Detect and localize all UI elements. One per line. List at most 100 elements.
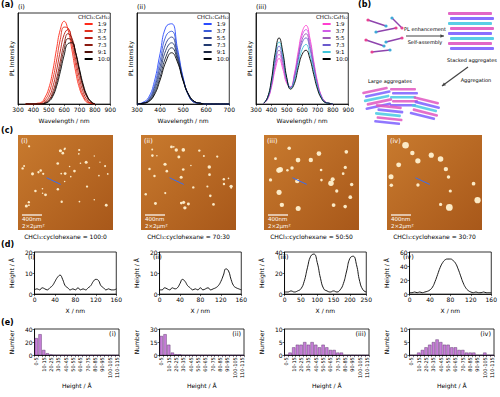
svg-text:40: 40 — [426, 296, 434, 303]
svg-text:(iii): (iii) — [356, 330, 367, 338]
svg-text:30-35: 30-35 — [430, 357, 436, 372]
svg-text:9:1: 9:1 — [336, 49, 345, 55]
svg-text:500: 500 — [281, 106, 293, 113]
svg-text:Height / Å: Height / Å — [437, 382, 468, 390]
svg-text:9:1: 9:1 — [217, 49, 226, 55]
svg-text:10-15: 10-15 — [291, 357, 297, 372]
svg-text:300: 300 — [131, 106, 143, 113]
svg-text:2×2μm²: 2×2μm² — [391, 223, 414, 230]
svg-text:700: 700 — [74, 106, 86, 113]
svg-text:30: 30 — [150, 326, 158, 333]
svg-text:CHCl₃:C₆H₁₂: CHCl₃:C₆H₁₂ — [316, 14, 348, 20]
svg-text:(i): (i) — [21, 137, 28, 145]
svg-text:60-65: 60-65 — [452, 357, 458, 372]
svg-text:110-115: 110-115 — [114, 357, 120, 378]
svg-text:500: 500 — [177, 106, 189, 113]
svg-text:(iv): (iv) — [480, 330, 491, 338]
svg-text:10-15: 10-15 — [166, 357, 172, 372]
svg-text:900: 900 — [105, 106, 117, 113]
svg-text:Self-assembly: Self-assembly — [408, 39, 443, 46]
svg-text:0: 0 — [279, 352, 283, 359]
svg-text:(ii): (ii) — [144, 137, 153, 145]
svg-text:700: 700 — [312, 106, 324, 113]
svg-text:(iii): (iii) — [256, 3, 267, 11]
svg-text:20-25: 20-25 — [423, 357, 429, 372]
svg-text:300: 300 — [12, 106, 24, 113]
svg-text:Height / Å: Height / Å — [62, 382, 93, 390]
svg-text:80-85: 80-85 — [467, 357, 473, 372]
svg-text:40-45: 40-45 — [313, 357, 319, 372]
svg-text:1:9: 1:9 — [336, 21, 345, 27]
svg-text:Number: Number — [8, 330, 15, 355]
svg-text:0: 0 — [283, 296, 287, 303]
svg-text:50-55: 50-55 — [445, 357, 451, 372]
svg-text:60-65: 60-65 — [202, 357, 208, 372]
svg-text:250: 250 — [361, 296, 373, 303]
svg-text:150: 150 — [328, 296, 340, 303]
svg-text:Height / Å: Height / Å — [312, 382, 343, 390]
svg-text:160: 160 — [486, 296, 498, 303]
svg-text:7:3: 7:3 — [336, 42, 345, 48]
svg-text:90-95: 90-95 — [224, 357, 230, 372]
svg-text:80: 80 — [447, 296, 455, 303]
svg-text:1:9: 1:9 — [98, 21, 107, 27]
svg-text:3:7: 3:7 — [336, 28, 345, 34]
svg-text:110-115: 110-115 — [489, 357, 495, 378]
svg-text:0: 0 — [404, 352, 408, 359]
svg-text:20: 20 — [25, 339, 33, 346]
svg-text:(i): (i) — [28, 253, 35, 261]
svg-text:7:3: 7:3 — [217, 42, 226, 48]
svg-text:30-35: 30-35 — [55, 357, 61, 372]
svg-text:40-45: 40-45 — [438, 357, 444, 372]
svg-text:0-5: 0-5 — [158, 357, 164, 365]
svg-text:5:5: 5:5 — [336, 35, 345, 41]
svg-text:10-15: 10-15 — [41, 357, 47, 372]
svg-text:160: 160 — [236, 296, 248, 303]
svg-text:0: 0 — [154, 352, 158, 359]
svg-text:0-5: 0-5 — [33, 357, 39, 365]
svg-text:10: 10 — [25, 270, 33, 277]
svg-text:20: 20 — [400, 277, 408, 284]
svg-text:(ii): (ii) — [137, 3, 146, 11]
svg-text:0-5: 0-5 — [283, 357, 289, 365]
svg-text:50-55: 50-55 — [320, 357, 326, 372]
svg-text:2×2μm²: 2×2μm² — [145, 223, 168, 230]
svg-text:5:5: 5:5 — [98, 35, 107, 41]
svg-text:CHCl₃:C₆H₁₂: CHCl₃:C₆H₁₂ — [197, 14, 229, 20]
svg-text:40: 40 — [51, 296, 59, 303]
svg-text:X / nm: X / nm — [66, 307, 86, 314]
svg-text:Height / Å: Height / Å — [258, 257, 266, 288]
svg-text:PL Intensity: PL Intensity — [8, 41, 16, 76]
svg-text:10-15: 10-15 — [416, 357, 422, 372]
svg-text:20-25: 20-25 — [48, 357, 54, 372]
svg-text:120: 120 — [90, 296, 102, 303]
svg-text:Number: Number — [258, 330, 265, 355]
svg-text:120: 120 — [465, 296, 477, 303]
svg-text:Wavelength / nm: Wavelength / nm — [39, 117, 90, 125]
svg-text:0: 0 — [29, 352, 33, 359]
svg-text:30-35: 30-35 — [305, 357, 311, 372]
svg-text:400: 400 — [154, 106, 166, 113]
svg-text:600: 600 — [58, 106, 70, 113]
svg-text:400: 400 — [28, 106, 40, 113]
svg-text:(i): (i) — [18, 3, 25, 11]
svg-text:900: 900 — [343, 106, 355, 113]
svg-text:40: 40 — [25, 326, 33, 333]
svg-text:10: 10 — [275, 326, 283, 333]
svg-text:90-95: 90-95 — [99, 357, 105, 372]
svg-text:300: 300 — [250, 106, 262, 113]
svg-text:100: 100 — [312, 296, 324, 303]
svg-text:400nm: 400nm — [22, 216, 41, 222]
svg-text:120: 120 — [215, 296, 227, 303]
svg-text:400nm: 400nm — [391, 216, 410, 222]
svg-text:3:7: 3:7 — [217, 28, 226, 34]
svg-text:Height / Å: Height / Å — [187, 382, 218, 390]
svg-text:15: 15 — [150, 339, 158, 346]
svg-text:600: 600 — [296, 106, 308, 113]
svg-text:160: 160 — [111, 296, 123, 303]
svg-text:60-65: 60-65 — [327, 357, 333, 372]
svg-text:20-25: 20-25 — [298, 357, 304, 372]
svg-text:9:1: 9:1 — [98, 49, 107, 55]
svg-text:CHCl₃:cyclohexane = 70:30: CHCl₃:cyclohexane = 70:30 — [147, 233, 230, 241]
svg-text:50-55: 50-55 — [70, 357, 76, 372]
